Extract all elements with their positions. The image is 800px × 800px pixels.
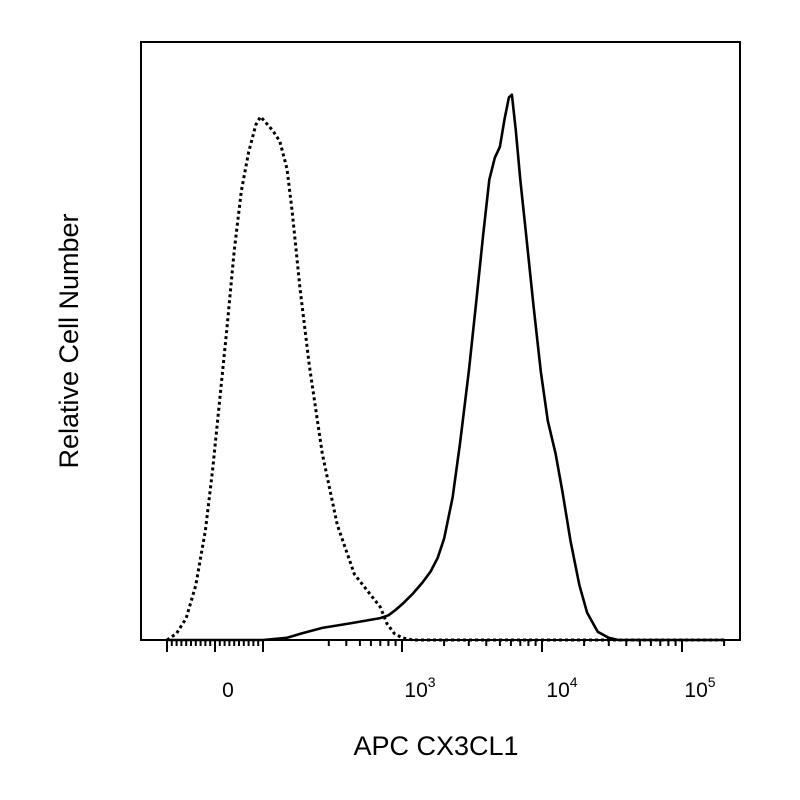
control-histogram-line (166, 115, 725, 642)
y-axis-label: Relative Cell Number (54, 213, 84, 468)
x-axis-tick-labels: 0 103 104 105 (222, 674, 716, 702)
x-tick-label: 0 (222, 679, 234, 702)
histogram-curves (166, 93, 725, 642)
x-tick-label: 104 (546, 674, 577, 702)
stained-histogram-line (167, 93, 725, 642)
x-tick-label: 103 (404, 674, 435, 702)
x-tick-label: 105 (684, 674, 715, 702)
x-axis-ticks (166, 640, 726, 652)
x-axis-label: APC CX3CL1 (353, 731, 518, 761)
